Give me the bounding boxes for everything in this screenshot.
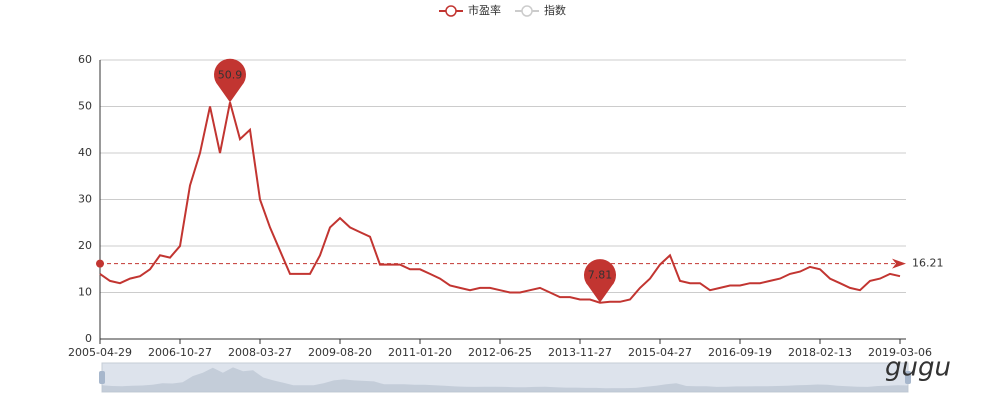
average-start [96,259,104,268]
legend-label[interactable]: 市盈率 [468,3,501,17]
mark-point: 7.81 [584,259,616,303]
average-arrow [892,258,906,269]
x-tick-label: 2019-03-06 [868,346,932,359]
zoom-handle[interactable] [99,371,105,384]
x-tick-label: 2015-04-27 [628,346,692,359]
pin [214,58,246,103]
pin-label: 7.81 [588,269,613,282]
legend-label[interactable]: 指数 [544,3,566,17]
line [99,102,901,304]
y-tick-label: 50 [78,100,92,113]
y-tick-label: 0 [85,332,92,345]
mark-point: 50.9 [214,58,246,103]
legend-icon [521,5,533,17]
zoom-handle[interactable] [905,371,911,384]
x-tick-label: 2008-03-27 [228,346,292,359]
y-tick-label: 40 [78,146,92,159]
pin [584,259,616,303]
y-tick-label: 30 [78,193,92,206]
x-tick-label: 2012-06-25 [468,346,532,359]
x-tick-label: 2009-08-20 [308,346,372,359]
x-tick-label: 2006-10-27 [148,346,212,359]
x-tick-label: 2005-04-29 [68,346,132,359]
x-tick-label: 2013-11-27 [548,346,612,359]
y-tick-label: 20 [78,239,92,252]
zoom-area [102,367,908,392]
y-tick-label: 60 [78,53,92,66]
pin-label: 50.9 [218,68,243,81]
watermark: gugu [885,353,951,383]
x-tick-label: 2016-09-19 [708,346,772,359]
y-tick-label: 10 [78,286,92,299]
legend-icon [445,5,457,17]
x-tick-label: 2018-02-13 [788,346,852,359]
x-tick-label: 2011-01-20 [388,346,452,359]
average-label: 16.21 [912,257,944,270]
